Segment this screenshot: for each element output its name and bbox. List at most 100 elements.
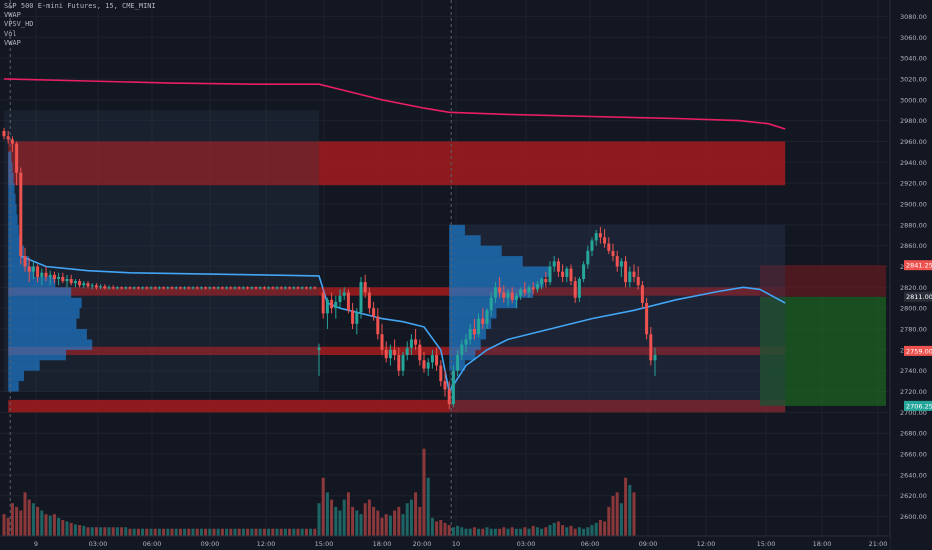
candle-body	[393, 349, 397, 356]
volume-bar	[296, 528, 300, 536]
stop-zone	[760, 265, 886, 297]
candle-body	[52, 274, 56, 280]
volume-bar	[31, 503, 35, 536]
target-zone	[760, 296, 886, 406]
volume-bar	[590, 525, 594, 536]
y-tick-label: 2920.00	[900, 180, 927, 188]
candle-body	[225, 287, 229, 289]
volume-bar	[61, 519, 65, 536]
candle-body	[19, 172, 23, 257]
candle-body	[61, 276, 65, 282]
candle-body	[271, 287, 275, 289]
volume-bar	[527, 528, 531, 536]
candle-body	[241, 287, 245, 289]
profile-bar	[8, 214, 18, 225]
x-tick-label: 20:00	[413, 540, 432, 548]
volume-bar	[157, 528, 161, 536]
volume-bar	[493, 528, 497, 536]
y-tick-label: 2880.00	[900, 221, 927, 229]
volume-bar	[120, 527, 124, 536]
y-tick-label: 2620.00	[900, 492, 927, 500]
candle-body	[653, 355, 657, 361]
candle-body	[628, 271, 632, 283]
candle-body	[195, 287, 199, 289]
volume-bar	[44, 514, 48, 536]
volume-bar	[552, 522, 556, 536]
resistance-zone	[8, 399, 786, 413]
candle-body	[309, 287, 313, 289]
legend-item-vol: Vol	[4, 29, 17, 38]
volume-bar	[388, 515, 392, 536]
volume-bar	[498, 528, 502, 536]
candle-body	[157, 287, 161, 289]
volume-bar	[481, 528, 485, 536]
candle-body	[162, 287, 166, 289]
volume-bar	[586, 527, 590, 536]
candle-body	[262, 287, 266, 289]
candle-body	[132, 287, 136, 289]
volume-bar	[187, 528, 191, 536]
candle-body	[489, 297, 493, 311]
volume-bar	[279, 528, 283, 536]
volume-bar	[615, 492, 619, 536]
volume-bar	[212, 528, 216, 536]
candle-body	[367, 292, 371, 309]
y-tick-label: 2700.00	[900, 409, 927, 417]
candle-body	[254, 287, 258, 289]
volume-bar	[582, 528, 586, 536]
candle-body	[220, 287, 224, 289]
profile-bar	[8, 172, 14, 184]
volume-bar	[36, 506, 40, 536]
candle-body	[418, 344, 422, 361]
candle-body	[405, 347, 409, 356]
candle-body	[451, 370, 455, 405]
y-tick-label: 3000.00	[900, 96, 927, 104]
y-tick-label: 2980.00	[900, 117, 927, 125]
candle-body	[27, 266, 31, 272]
candle-body	[359, 282, 363, 313]
candle-body	[531, 287, 535, 290]
volume-bar	[124, 527, 128, 536]
candle-body	[124, 287, 128, 289]
candle-body	[409, 339, 413, 348]
candle-body	[15, 143, 19, 173]
candle-body	[435, 355, 439, 366]
x-tick-label: 09:00	[201, 540, 220, 548]
x-tick-label: 21:00	[869, 540, 888, 548]
profile-bar	[8, 183, 15, 194]
candle-body	[582, 264, 586, 280]
volume-bar	[409, 499, 413, 536]
candle-body	[86, 283, 90, 287]
volume-bar	[229, 528, 233, 536]
volume-bar	[351, 506, 355, 536]
candle-body	[82, 283, 86, 286]
volume-bar	[342, 499, 346, 536]
x-tick-label: 03:00	[517, 540, 536, 548]
volume-bar	[204, 528, 208, 536]
candle-body	[447, 389, 451, 405]
volume-bars	[2, 448, 636, 536]
volume-bar	[447, 525, 451, 536]
volume-bar	[367, 499, 371, 536]
volume-bar	[103, 527, 107, 536]
candle-body	[174, 287, 178, 289]
profile-bar	[8, 193, 16, 204]
candle-body	[191, 287, 195, 289]
volume-bar	[359, 514, 363, 536]
volume-bar	[304, 528, 308, 536]
volume-bar	[418, 506, 422, 536]
volume-bar	[258, 528, 262, 536]
profile-bar	[449, 235, 481, 246]
y-tick-label: 2600.00	[900, 513, 927, 521]
candle-body	[136, 287, 140, 289]
volume-bar	[430, 517, 434, 536]
legend-item-vwap-2: VWAP	[4, 38, 21, 47]
x-tick-label: 06:00	[581, 540, 600, 548]
volume-bar	[65, 521, 69, 536]
volume-bar	[99, 527, 103, 536]
x-tick-label: 10	[452, 540, 460, 548]
volume-bar	[241, 528, 245, 536]
volume-bar	[141, 528, 145, 536]
volume-bar	[262, 528, 266, 536]
